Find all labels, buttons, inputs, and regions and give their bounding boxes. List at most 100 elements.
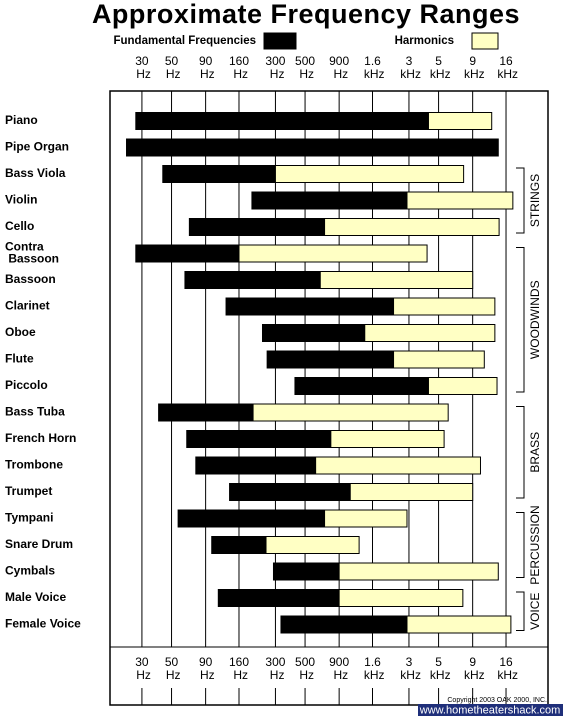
group-bracket [516,167,525,234]
x-tick-label: 16 kHz [494,54,518,81]
x-tick-label: 160 Hz [229,54,249,81]
x-tick-label: 90 Hz [197,655,215,682]
range-bar [186,430,332,448]
legend-swatch [471,32,499,50]
x-tick-label: 1.6 kHz [361,655,385,682]
range-bar [265,536,360,554]
x-tick-label: 500 Hz [295,655,315,682]
group-bracket [516,406,525,499]
range-bar [427,112,493,130]
range-bar [158,403,254,422]
range-bar [252,403,449,422]
row-label: Piano [5,113,38,127]
x-tick-label: 50 Hz [163,54,181,81]
range-bar [406,615,512,634]
range-bar [266,350,395,369]
x-tick-label: 50 Hz [163,655,181,682]
row-label: Violin [5,193,37,207]
group-label: STRINGS [528,174,542,227]
range-bar [261,324,366,342]
group-bracket [516,512,525,578]
range-bar [274,165,465,183]
range-bar [406,191,514,210]
range-bar [338,562,499,581]
legend-swatch [263,32,297,50]
range-bar [211,536,267,554]
range-bar [294,377,429,395]
x-tick-label: 5 kHz [427,655,451,682]
row-label: Flute [5,352,34,366]
row-label: Bass Tuba [5,405,65,419]
x-tick-label: 500 Hz [295,54,315,81]
x-tick-label: 90 Hz [197,54,215,81]
range-bar [135,112,429,130]
range-bar [319,271,474,289]
range-bar [324,218,500,236]
range-bar [393,350,485,369]
source-banner [418,704,563,716]
x-tick-label: 1.6 kHz [361,54,385,81]
range-bar [330,430,445,448]
range-bar [238,244,428,263]
group-bracket [516,591,525,631]
range-bar [195,456,317,475]
legend-label: Harmonics [395,35,454,47]
range-bar [217,589,340,607]
row-label: Contra Bassoon [5,240,59,266]
range-bar [188,218,326,236]
copyright: Copyright 2003 OAK 2000, INC. [447,697,547,704]
legend-label: Fundamental Frequencies [113,35,256,47]
x-tick-label: 9 kHz [461,54,485,81]
range-bar [251,191,408,210]
range-bar [225,297,395,316]
row-label: Male Voice [5,590,66,604]
x-tick-label: 5 kHz [427,54,451,81]
row-label: Tympani [5,511,53,525]
range-bar [315,456,481,475]
x-tick-label: 160 Hz [229,655,249,682]
chart-title: Approximate Frequency Ranges [92,0,520,29]
group-label: PERCUSSION [528,505,542,584]
row-label: Female Voice [5,617,81,631]
x-tick-label: 900 Hz [329,54,349,81]
row-label: Trumpet [5,484,52,498]
range-bar [280,615,408,634]
x-tick-label: 9 kHz [461,655,485,682]
range-bar [427,377,498,395]
range-bar [135,244,240,263]
row-label: Clarinet [5,299,50,313]
row-label: Oboe [5,325,36,339]
row-label: French Horn [5,431,76,445]
row-label: Cello [5,219,34,233]
range-bar [364,324,496,342]
row-label: Bass Viola [5,166,66,180]
group-label: VOICE [528,593,542,630]
range-bar [338,589,464,607]
range-bar [349,483,474,501]
group-label: BRASS [528,432,542,473]
range-bar [324,509,408,528]
x-tick-label: 300 Hz [265,54,285,81]
row-label: Cymbals [5,564,55,578]
row-label: Piccolo [5,378,48,392]
row-label: Pipe Organ [5,140,69,154]
x-tick-label: 30 Hz [133,54,151,81]
group-label: WOODWINDS [528,280,542,359]
range-bar [126,138,499,157]
x-tick-label: 30 Hz [133,655,151,682]
range-bar [184,271,321,289]
x-tick-label: 3 kHz [397,54,421,81]
x-tick-label: 16 kHz [494,655,518,682]
row-label: Trombone [5,458,63,472]
source: www.hometheatershack.com [419,704,561,716]
x-tick-label: 900 Hz [329,655,349,682]
range-bar [162,165,276,183]
range-bar [272,562,340,581]
x-tick-label: 3 kHz [397,655,421,682]
range-bar [229,483,351,501]
row-label: Snare Drum [5,537,73,551]
group-bracket [516,247,525,393]
row-label: Bassoon [5,272,56,286]
plot-frame [109,90,549,706]
